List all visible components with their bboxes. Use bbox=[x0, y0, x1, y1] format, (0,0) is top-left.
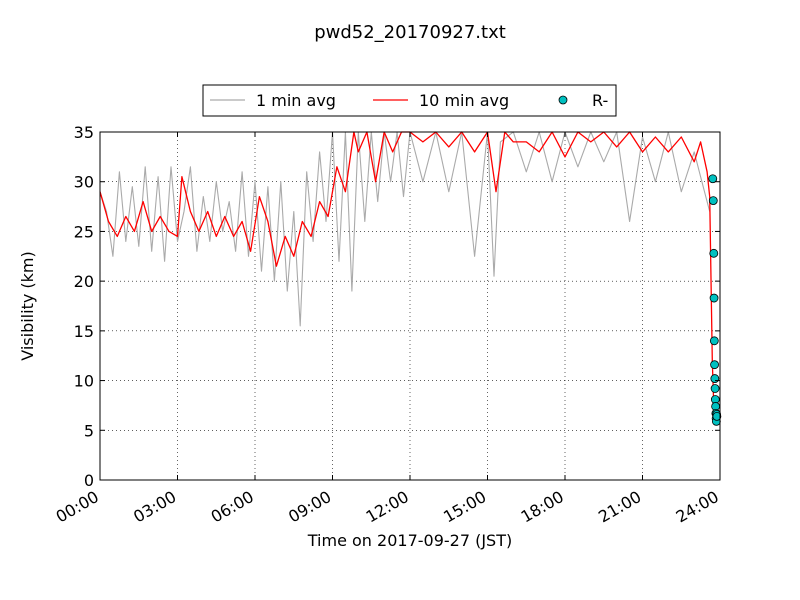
data-point-r bbox=[709, 248, 719, 258]
x-tick-label: 06:00 bbox=[208, 487, 257, 527]
y-tick-label: 30 bbox=[74, 173, 94, 192]
y-tick-label: 10 bbox=[74, 372, 94, 391]
x-tick-label: 15:00 bbox=[440, 487, 489, 527]
legend-box bbox=[202, 84, 617, 117]
x-tick-label: 12:00 bbox=[363, 487, 412, 527]
data-point-r bbox=[710, 374, 720, 383]
data-point-r bbox=[708, 196, 718, 206]
legend-marker-r bbox=[558, 95, 568, 105]
series-line-1-min-avg bbox=[99, 131, 711, 327]
y-tick-label: 15 bbox=[74, 322, 94, 341]
legend-label-r: R- bbox=[592, 91, 608, 110]
grid bbox=[100, 132, 720, 480]
y-tick-label: 20 bbox=[74, 272, 94, 291]
legend: 1 min avg 10 min avg R- bbox=[202, 84, 617, 117]
data-point-r bbox=[709, 293, 719, 303]
y-tick-label: 5 bbox=[84, 421, 94, 440]
x-tick-label: 03:00 bbox=[130, 487, 179, 527]
data-point-r bbox=[709, 336, 719, 346]
data-point-r bbox=[712, 411, 722, 421]
series-layer bbox=[99, 131, 722, 426]
legend-label-1min: 1 min avg bbox=[256, 91, 336, 110]
y-axis-label: Visibility (km) bbox=[18, 251, 37, 360]
x-tick-label: 09:00 bbox=[285, 487, 334, 527]
x-tick-label: 24:00 bbox=[673, 487, 722, 527]
y-tick-label: 25 bbox=[74, 222, 94, 241]
series-line-10-min-avg bbox=[99, 131, 715, 423]
x-axis-label: Time on 2017-09-27 (JST) bbox=[307, 531, 512, 550]
x-tick-label: 00:00 bbox=[53, 487, 102, 527]
chart-title: pwd52_20170927.txt bbox=[314, 22, 506, 43]
data-point-r bbox=[708, 174, 718, 184]
legend-label-10min: 10 min avg bbox=[419, 91, 509, 110]
data-point-r bbox=[710, 384, 720, 393]
data-point-r bbox=[710, 360, 719, 370]
y-tick-label: 35 bbox=[74, 123, 94, 142]
x-tick-label: 18:00 bbox=[518, 487, 567, 527]
x-tick-label: 21:00 bbox=[595, 487, 644, 527]
ticks: 00:00 03:00 06:00 09:00 12:00 15:00 18:00 21:00… bbox=[53, 123, 722, 527]
y-tick-label: 0 bbox=[84, 471, 94, 490]
